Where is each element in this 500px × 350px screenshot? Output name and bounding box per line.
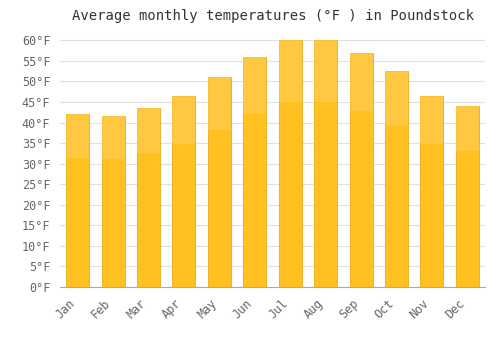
Bar xyxy=(456,106,479,151)
Bar xyxy=(172,96,196,287)
Bar xyxy=(137,108,160,153)
Bar xyxy=(244,57,266,287)
Bar xyxy=(385,71,408,287)
Bar xyxy=(208,77,231,130)
Bar xyxy=(66,114,89,287)
Bar xyxy=(208,77,231,287)
Bar xyxy=(137,108,160,287)
Bar xyxy=(314,40,337,102)
Bar xyxy=(278,40,301,102)
Bar xyxy=(278,40,301,287)
Bar xyxy=(314,40,337,287)
Bar xyxy=(102,117,124,287)
Title: Average monthly temperatures (°F ) in Poundstock: Average monthly temperatures (°F ) in Po… xyxy=(72,9,473,23)
Bar xyxy=(420,96,444,287)
Bar xyxy=(456,106,479,287)
Bar xyxy=(244,57,266,114)
Bar xyxy=(172,96,196,144)
Bar xyxy=(350,52,372,111)
Bar xyxy=(385,71,408,125)
Bar xyxy=(102,117,124,159)
Bar xyxy=(66,114,89,158)
Bar xyxy=(350,52,372,287)
Bar xyxy=(420,96,444,144)
